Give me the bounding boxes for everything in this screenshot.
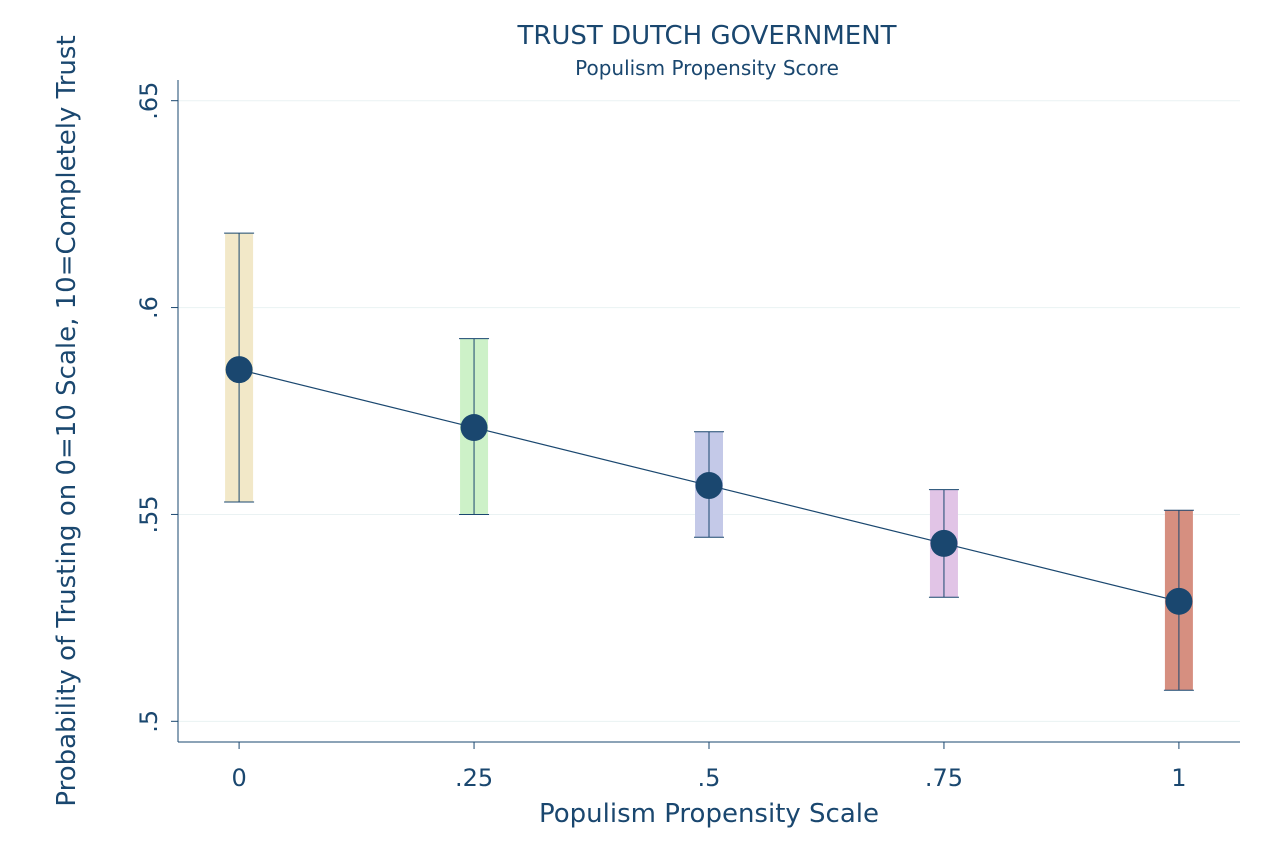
x-axis-title: Populism Propensity Scale <box>539 799 879 829</box>
x-tick-label: 1 <box>1171 764 1186 792</box>
x-tick-label: 0 <box>231 764 246 792</box>
x-tick-label: .5 <box>698 764 721 792</box>
data-points <box>225 356 1193 615</box>
data-point <box>460 414 488 442</box>
y-tick-label: .65 <box>135 82 163 120</box>
confidence-intervals <box>224 232 1194 691</box>
data-point <box>695 471 723 499</box>
y-tick-label: .5 <box>135 710 163 733</box>
data-point <box>225 356 253 384</box>
y-tick-label: .6 <box>135 296 163 319</box>
x-tick-label: .75 <box>925 764 963 792</box>
y-tick-label: .55 <box>135 495 163 533</box>
data-point <box>930 529 958 557</box>
axes <box>177 80 1240 743</box>
chart-subtitle: Populism Propensity Score <box>575 56 839 80</box>
grid-lines <box>178 100 1240 722</box>
data-point <box>1165 587 1193 615</box>
ticks: .5 .55 .6 .65 0 .25 .5 .75 1 <box>135 82 1187 792</box>
x-tick-label: .25 <box>455 764 493 792</box>
chart-title: TRUST DUTCH GOVERNMENT <box>516 21 896 51</box>
y-axis-title: Probability of Trusting on 0=10 Scale, 1… <box>52 35 82 806</box>
